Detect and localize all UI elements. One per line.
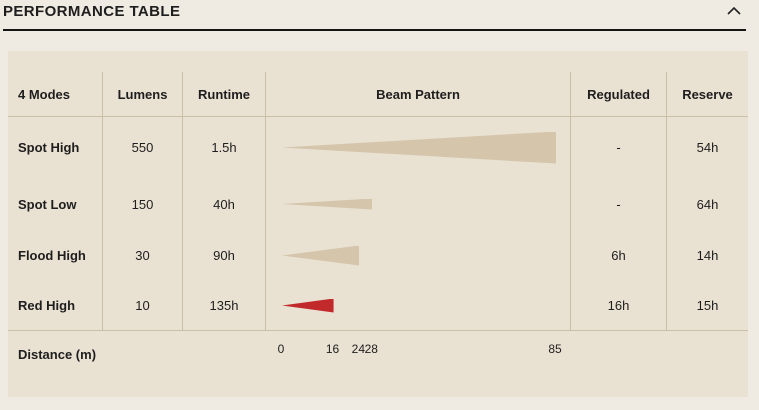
mode-label: Spot High: [18, 140, 80, 155]
lumens-value: 150: [102, 178, 182, 230]
beam-pattern-cell: [265, 178, 570, 230]
regulated-value: 16h: [570, 281, 666, 331]
chevron-up-icon[interactable]: [725, 5, 743, 17]
beam-triangle-red-high: [282, 298, 334, 313]
col-header-lumens: Lumens: [102, 72, 182, 117]
beam-pattern-cell: [265, 230, 570, 281]
beam-triangle-spot-high: [282, 131, 556, 164]
mode-label: Spot Low: [18, 196, 77, 212]
axis-tick-label: 28: [364, 342, 378, 356]
mode-label: Flood High: [18, 248, 86, 263]
regulated-value: 6h: [570, 230, 666, 281]
col-header-beam-pattern: Beam Pattern: [265, 72, 570, 117]
beam-pattern-cell: [265, 281, 570, 331]
accordion-header[interactable]: PERFORMANCE TABLE: [3, 0, 746, 31]
mode-label: Red High: [8, 281, 102, 331]
col-header-reserve: Reserve: [666, 72, 748, 117]
section-title: PERFORMANCE TABLE: [3, 3, 181, 20]
col-header-runtime: Runtime: [182, 72, 265, 117]
axis-tick-label: 85: [548, 342, 562, 356]
beam-triangle-flood-high: [282, 245, 360, 266]
lumens-value: 10: [102, 281, 182, 331]
runtime-value: 40h: [182, 178, 265, 230]
distance-axis-ticks: 0 16 24 28 85: [265, 331, 570, 397]
regulated-value: -: [570, 178, 666, 230]
performance-table: 4 Modes Lumens Runtime Beam Pattern Regu…: [8, 51, 748, 397]
reserve-value: 14h: [666, 230, 748, 281]
axis-footer-spacer: [570, 331, 748, 397]
axis-tick-label: 24: [351, 342, 366, 356]
axis-tick-label: 16: [325, 342, 340, 356]
runtime-value: 1.5h: [182, 117, 265, 178]
reserve-value: 54h: [666, 117, 748, 178]
performance-table-panel: 4 Modes Lumens Runtime Beam Pattern Regu…: [8, 51, 748, 397]
beam-pattern-cell: [265, 117, 570, 178]
beam-triangle-spot-low: [282, 198, 373, 210]
col-header-regulated: Regulated: [570, 72, 666, 117]
axis-tick-label: 0: [277, 342, 285, 356]
lumens-value: 30: [102, 230, 182, 281]
runtime-value: 90h: [182, 230, 265, 281]
reserve-value: 64h: [666, 178, 748, 230]
reserve-value: 15h: [666, 281, 748, 331]
regulated-value: -: [570, 117, 666, 178]
col-header-modes: 4 Modes: [8, 72, 102, 117]
distance-axis-label: Distance (m): [18, 347, 97, 362]
runtime-value: 135h: [182, 281, 265, 331]
lumens-value: 550: [102, 117, 182, 178]
